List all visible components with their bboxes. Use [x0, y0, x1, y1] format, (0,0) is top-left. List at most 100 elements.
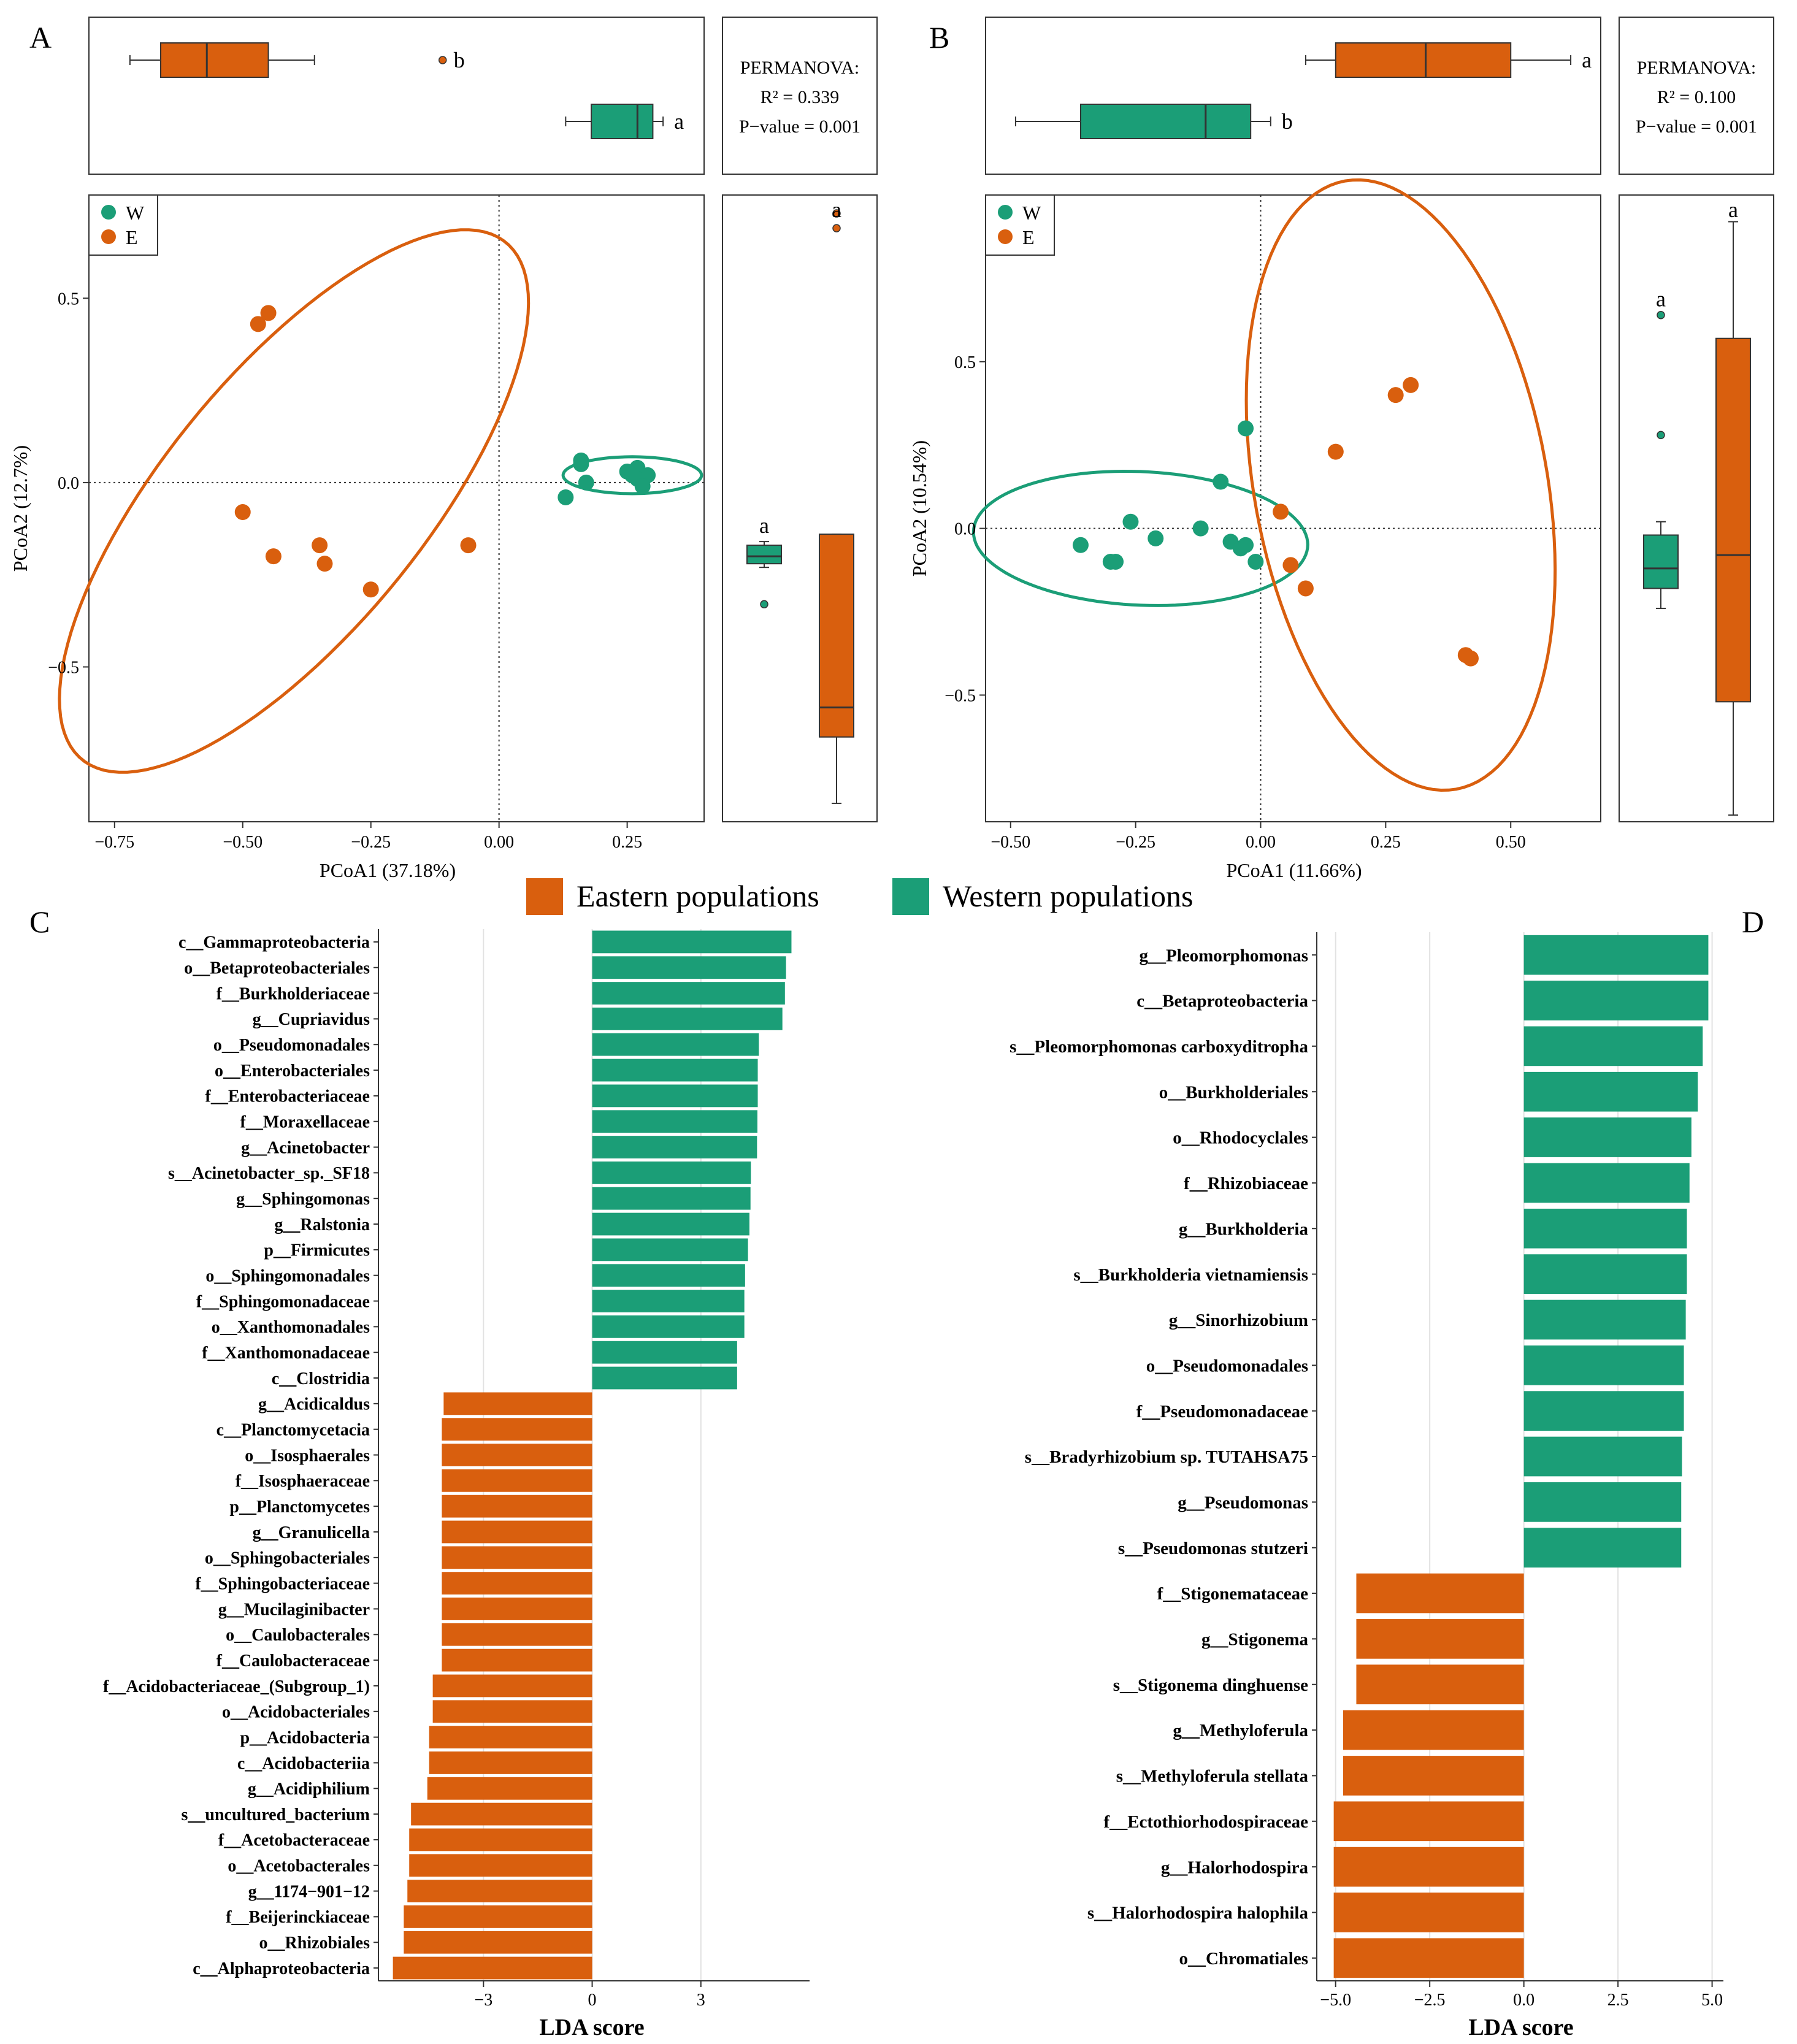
panel-c-category-label: o__Xanthomonadales	[212, 1318, 370, 1337]
panel-c-bar	[592, 1033, 759, 1056]
panel-c-bar	[592, 930, 792, 954]
panel-label-d: D	[1742, 905, 1764, 939]
panel-c-category-label: o__Betaproteobacteriales	[184, 959, 370, 978]
panel-c-bar	[442, 1469, 592, 1492]
panel-c-category-label: g__Ralstonia	[274, 1215, 370, 1234]
panel-a-xtick-label: −0.75	[94, 833, 134, 852]
panel-d-bar	[1523, 935, 1709, 975]
panel-a-xtick-label: −0.50	[223, 833, 262, 852]
panel-c-bar	[592, 1212, 749, 1236]
panel-a-right-boxplot: aa	[746, 197, 854, 804]
panel-b-permanova-title: PERMANOVA:	[1637, 58, 1757, 78]
panel-b-top-box-west	[1079, 104, 1252, 139]
panel-c-bar	[592, 1058, 758, 1082]
panel-c-bar	[429, 1751, 592, 1774]
panel-c-bar	[592, 1238, 748, 1261]
panel-a-legend-e-label: E	[126, 226, 138, 248]
panel-c-category-label: s__uncultured_bacterium	[182, 1805, 370, 1824]
panel-c-category-label: f__Acidobacteriaceae_(Subgroup_1)	[103, 1677, 370, 1696]
panel-d-category-label: s__Bradyrhizobium sp. TUTAHSA75	[1025, 1447, 1308, 1467]
panel-c-category-label: f__Burkholderiaceae	[216, 984, 370, 1003]
panel-c-bar	[592, 1290, 745, 1312]
panel-b-top-box-frame	[985, 17, 1601, 175]
panel-a-legend-w-marker	[101, 205, 116, 220]
group-legend: Eastern populations Western populations	[526, 878, 1193, 915]
panel-b-point-e-4	[1387, 387, 1404, 404]
panel-b-legend-w-label: W	[1022, 202, 1041, 224]
panel-a-point-w-1	[573, 452, 589, 469]
panel-a-point-e-2	[234, 504, 251, 521]
panel-d-xlabel: LDA score	[1468, 2015, 1573, 2040]
panel-c-bar	[407, 1880, 592, 1903]
legend-west-swatch	[892, 878, 929, 915]
panel-c-category-label: f__Beijerinckiaceae	[226, 1908, 370, 1927]
panel-c-bar	[592, 982, 785, 1005]
panel-d-category-label: c__Betaproteobacteria	[1136, 992, 1308, 1011]
panel-c-bar	[443, 1392, 592, 1415]
panel-b-point-w-0	[1072, 537, 1089, 553]
panel-a-permanova-title: PERMANOVA:	[740, 58, 860, 78]
panel-c-bar	[442, 1572, 592, 1595]
panel-c-xlabel: LDA score	[539, 2015, 644, 2040]
panel-c-bar	[592, 1315, 745, 1338]
panel-d-bar	[1333, 1893, 1524, 1932]
legend-east-label: Eastern populations	[577, 879, 819, 913]
panel-a-right-outlier	[832, 209, 841, 218]
panel-a-point-e-4	[312, 537, 328, 554]
panel-a-right-letter-east: a	[832, 197, 841, 222]
panel-a-permanova-pvalue: P−value = 0.001	[739, 117, 860, 137]
panel-c-bar	[432, 1700, 592, 1723]
panel-a-point-e-0	[250, 316, 266, 332]
panel-d-category-label: g__Burkholderia	[1179, 1219, 1309, 1239]
panel-a-ellipse-east	[58, 228, 531, 774]
panel-a-legend: W E	[88, 194, 158, 256]
panel-d-bar	[1523, 1163, 1690, 1203]
panel-c-category-label: c__Acidobacteriia	[237, 1754, 370, 1773]
panel-c-bar	[592, 1264, 745, 1287]
panel-c-bar	[409, 1828, 592, 1851]
panel-a-point-e-6	[362, 581, 379, 598]
panel-c-category-label: p__Firmicutes	[264, 1241, 370, 1260]
panel-c-category-label: o__Acidobacteriales	[222, 1703, 370, 1722]
panel-c-bars: c__Gammaproteobacteria o__Betaproteobacte…	[103, 929, 810, 2010]
panel-a-legend-frame	[88, 194, 158, 256]
panel-c-category-label: o__Sphingomonadales	[205, 1266, 370, 1285]
panel-c-bar	[411, 1802, 592, 1826]
panel-a-axes: −0.75 −0.50 −0.25 0.00 0.25 0.5 0.0 −0.5	[48, 289, 642, 852]
panel-a-right-outlier	[760, 600, 768, 609]
panel-d-category-label: f__Rhizobiaceae	[1184, 1174, 1308, 1193]
panel-d-bar	[1343, 1756, 1524, 1796]
panel-c-category-label: g__Acinetobacter	[241, 1138, 370, 1157]
panel-c-bar	[432, 1674, 592, 1698]
panel-c-category-label: o__Sphingobacteriales	[205, 1549, 370, 1568]
panel-a-right-outlier	[832, 224, 841, 232]
panel-a-top-boxplot: ba	[129, 42, 684, 139]
panel-b-right-letter-east: a	[1728, 197, 1738, 222]
panel-c-category-label: c__Alphaproteobacteria	[193, 1959, 370, 1978]
panel-c-xtick-label: 3	[697, 1991, 705, 2010]
panel-d-xtick-label: −5.0	[1320, 1991, 1351, 2010]
panel-d-xtick-label: −2.5	[1414, 1991, 1446, 2010]
panel-a-point-w-2	[578, 474, 594, 491]
panel-a: ba PERMANOVA: R² = 0.339 P−value = 0.001…	[9, 17, 878, 881]
panel-a-right-box-east	[819, 534, 854, 738]
panel-c-category-label: p__Planctomycetes	[229, 1498, 370, 1517]
panel-d-bar	[1523, 1482, 1682, 1522]
panel-b-point-w-11	[1247, 553, 1264, 570]
panel-c-bar	[592, 1136, 757, 1158]
panel-a-ylabel: PCoA2 (12.7%)	[9, 445, 31, 572]
panel-a-top-outlier	[438, 56, 447, 64]
panel-b-ytick-label: 0.0	[954, 520, 976, 539]
panel-c-xtick-label: −3	[474, 1991, 492, 2010]
panel-c-bar	[442, 1495, 592, 1518]
panel-b-top-letter-east: a	[1582, 48, 1592, 72]
panel-d-category-label: f__Ectothiorhodospiraceae	[1104, 1812, 1309, 1832]
panel-b-legend-e-label: E	[1022, 226, 1035, 248]
panel-b-ellipse-west	[971, 469, 1309, 607]
panel-a-legend-w-label: W	[126, 202, 145, 224]
panel-d-category-label: f__Stigonemataceae	[1157, 1584, 1309, 1604]
panel-b-top-boxplot: ab	[1014, 42, 1592, 139]
panel-b-right-box-east	[1715, 337, 1751, 703]
panel-c-bar	[592, 1007, 783, 1030]
